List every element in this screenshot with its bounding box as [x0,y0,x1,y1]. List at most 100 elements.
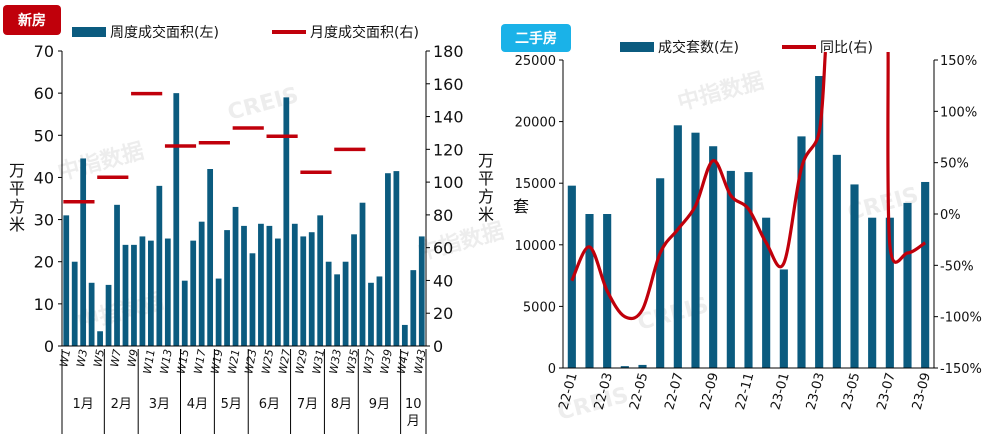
bar-deal-count [903,202,912,368]
bar-deal-count [638,364,647,368]
x-tick-label-week: W35 [344,348,361,375]
y-tick-label-left: 40 [34,168,54,187]
bar-weekly-area [80,158,87,346]
bar-weekly-area [368,282,374,346]
month-label: 月 [407,414,420,429]
bar-weekly-area [266,225,273,346]
bar-weekly-area [207,169,214,346]
bar-weekly-area [308,232,315,346]
x-tick-label-week: W33 [327,348,344,375]
bar-weekly-area [190,240,197,346]
y-tick-label-right: 60 [433,239,453,258]
x-tick-label-week: W3 [74,348,90,368]
bar-weekly-area [131,244,137,346]
watermark-text: 中指数据 [415,218,507,266]
bar-weekly-area [258,223,264,346]
x-tick-label-week: W23 [242,348,259,375]
x-tick-label-week: W29 [293,348,310,375]
legend-weekly-label: 周度成交面积(左) [110,25,219,41]
x-tick-label-week: W39 [378,348,395,375]
month-label: 6月 [259,397,280,412]
y-tick-label-right: 40 [433,271,453,290]
y-tick-label-left: 25000 [515,54,556,69]
bar-deal-count [868,217,877,368]
bar-weekly-area [376,276,383,346]
bar-weekly-area [181,280,188,346]
bar-weekly-area [215,278,222,346]
x-tick-label-month: 22-09 [698,371,722,411]
watermark-text: CREIS [225,83,301,126]
month-label: 10 [405,397,422,412]
x-tick-label-month: 22-11 [733,371,757,411]
x-tick-label-week: W17 [192,348,209,375]
bar-weekly-area [300,236,307,346]
x-tick-label-week: W21 [225,348,242,375]
bar-deal-count [850,184,859,368]
y-tick-label-left: 10 [34,295,54,314]
y-tick-label-left: 50 [34,126,54,145]
month-label: 9月 [369,397,390,412]
y-tick-label-right: 20 [433,304,453,323]
bar-weekly-area [71,261,78,346]
bar-deal-count [797,136,806,368]
x-tick-label-month: 22-05 [627,371,651,411]
bar-deal-count [709,146,718,368]
x-tick-label-month: 23-07 [874,371,898,411]
x-tick-label-week: W1 [57,348,73,368]
legend-line-swatch [272,30,306,34]
bar-weekly-area [385,173,391,346]
month-label: 2月 [111,397,132,412]
second-hand-tag: 二手房 [501,24,571,52]
y-tick-label-right: 0 [433,337,443,356]
y-tick-label-right: -150% [940,362,982,377]
bar-weekly-area [232,206,239,346]
bar-deal-count [815,76,824,369]
legend-bar-swatch [620,42,654,52]
y-tick-label-right: 160 [433,75,464,94]
bar-weekly-area [249,253,256,346]
y-tick-label-right: -100% [940,311,982,326]
bar-weekly-area [291,223,298,346]
line-yoy [570,51,827,321]
bar-weekly-area [198,221,205,346]
bar-weekly-area [401,324,408,346]
y-tick-label-left: 70 [34,42,54,61]
x-tick-label-month: 22-07 [662,371,686,411]
bar-weekly-area [122,244,129,346]
bar-weekly-area [418,236,425,346]
y-tick-label-left: 15000 [515,177,556,192]
y-axis-label-left: 万平方米 [8,161,25,234]
bar-weekly-area [317,215,324,346]
bar-weekly-area [148,240,154,346]
y-tick-label-left: 5000 [523,300,556,315]
bar-weekly-area [114,204,120,346]
bar-weekly-area [241,225,247,346]
x-tick-label-week: W31 [310,348,327,375]
legend-monthly-area: 月度成交面积(右) [272,22,419,42]
new-house-tag: 新房 [3,5,61,35]
y-tick-label-right: 100% [940,105,977,120]
y-tick-label-right: 0% [940,208,961,223]
bar-deal-count [885,217,894,368]
month-label: 7月 [297,397,318,412]
y-tick-label-right: 180 [433,42,464,61]
line-yoy [886,51,927,264]
bar-deal-count [673,125,682,369]
legend-monthly-label: 月度成交面积(右) [310,25,419,41]
legend-yoy: 同比(右) [782,37,873,57]
x-tick-label-week: W9 [125,348,141,368]
y-tick-label-left: 20 [34,253,54,272]
y-axis-label-right: 万平方米 [477,151,494,224]
bar-deal-count [921,181,930,368]
watermark-text: 中指数据 [675,68,767,116]
bar-weekly-area [351,234,357,346]
y-axis-label-count: 套 [512,197,529,216]
y-tick-label-right: 80 [433,206,453,225]
bar-weekly-area [224,230,230,346]
x-tick-label-week: W43 [412,348,429,375]
month-label: 5月 [221,397,242,412]
x-tick-label-month: 23-05 [839,371,863,411]
bar-weekly-area [105,284,112,346]
bar-deal-count [762,217,771,368]
